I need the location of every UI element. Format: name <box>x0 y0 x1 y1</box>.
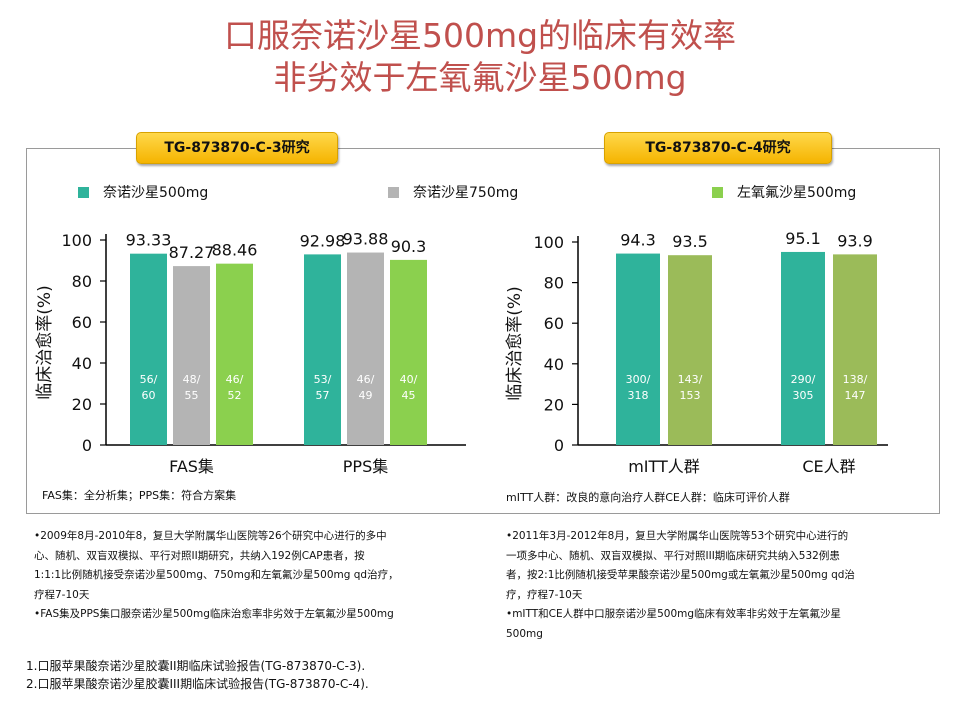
description-line: •2009年8月-2010年8，复旦大学附属华山医院等26个研究中心进行的多中 <box>34 530 387 542</box>
description-line: •FAS集及PPS集口服奈诺沙星500mg临床治愈率非劣效于左氧氟沙星500mg <box>34 608 394 620</box>
slide-title-line2: 非劣效于左氧氟沙星500mg <box>273 58 687 97</box>
description-line: •2011年3月-2012年8月，复旦大学附属华山医院等53个研究中心进行的 <box>506 530 849 542</box>
legend-item-nemonoxacin-750: 奈诺沙星750mg <box>388 182 518 202</box>
bar-count-denominator: 318 <box>628 389 649 402</box>
y-axis-label: 临床治愈率(%) <box>35 285 55 399</box>
description-line: 心、随机、双盲双模拟、平行对照II期研究，共纳入192例CAP患者，按 <box>34 549 365 562</box>
legend-swatch <box>78 186 89 198</box>
description-line: 疗，疗程7-10天 <box>506 588 583 601</box>
bar-value-label: 93.88 <box>343 230 389 249</box>
x-category-label: PPS集 <box>343 457 388 476</box>
y-tick-label: 60 <box>72 313 92 332</box>
bar-count-numerator: 48/ <box>183 373 201 386</box>
y-tick-label: 20 <box>544 395 564 414</box>
legend-label: 左氧氟沙星500mg <box>737 185 857 201</box>
bar-value-label: 93.33 <box>126 231 172 250</box>
bar <box>781 251 825 445</box>
description-line: 1:1:1比例随机接受奈诺沙星500mg、750mg和左氧氟沙星500mg qd… <box>34 569 399 581</box>
study-description-left: •2009年8月-2010年8，复旦大学附属华山医院等26个研究中心进行的多中 … <box>34 527 399 625</box>
legend-swatch <box>388 186 399 198</box>
y-tick-label: 100 <box>61 231 92 250</box>
bar-count-numerator: 56/ <box>140 373 158 386</box>
bar <box>130 253 167 445</box>
bar-value-label: 92.98 <box>300 231 346 250</box>
y-tick-label: 20 <box>72 395 92 414</box>
study-tag-right: TG-873870-C-4研究 <box>604 132 832 164</box>
description-line: 者，按2:1比例随机接受苹果酸奈诺沙星500mg或左氧氟沙星500mg qd治 <box>506 569 855 581</box>
abbrev-note-right: mITT人群：改良的意向治疗人群CE人群：临床可评价人群 <box>506 491 790 504</box>
y-tick-label: 80 <box>72 272 92 291</box>
legend-label: 奈诺沙星750mg <box>413 185 519 201</box>
bar-count-denominator: 49 <box>359 389 373 402</box>
x-category-label: CE人群 <box>802 457 855 476</box>
bar-count-denominator: 55 <box>185 389 199 402</box>
bar-value-label: 87.27 <box>169 243 215 262</box>
bar <box>173 266 210 445</box>
bar-count-denominator: 57 <box>316 389 330 402</box>
description-line: 500mg <box>506 627 543 640</box>
bar-count-denominator: 305 <box>793 389 814 402</box>
description-line: 疗程7-10天 <box>34 588 90 601</box>
bar <box>216 263 253 445</box>
bar-count-numerator: 290/ <box>791 373 816 386</box>
reference-item: 2.口服苹果酸奈诺沙星胶囊III期临床试验报告(TG-873870-C-4). <box>26 677 369 691</box>
references: 1.口服苹果酸奈诺沙星胶囊II期临床试验报告(TG-873870-C-3). 2… <box>26 657 369 693</box>
bar-value-label: 95.1 <box>785 229 821 248</box>
bar-value-label: 90.3 <box>391 237 427 256</box>
bar <box>616 253 660 445</box>
bar-count-numerator: 53/ <box>314 373 332 386</box>
bar <box>304 254 341 445</box>
description-line: •mITT和CE人群中口服奈诺沙星500mg临床有效率非劣效于左氧氟沙星 <box>506 608 842 620</box>
bar-count-numerator: 138/ <box>843 373 868 386</box>
legend-item-nemonoxacin-500: 奈诺沙星500mg <box>78 182 208 202</box>
bar-count-numerator: 143/ <box>678 373 703 386</box>
y-axis-label: 临床治愈率(%) <box>505 286 525 400</box>
description-line: 一项多中心、随机、双盲双模拟、平行对照III期临床研究共纳入532例患 <box>506 549 840 562</box>
x-category-label: mITT人群 <box>628 457 700 476</box>
bar-count-numerator: 46/ <box>226 373 244 386</box>
legend-item-levofloxacin-500: 左氧氟沙星500mg <box>712 182 856 202</box>
legend-label: 奈诺沙星500mg <box>103 185 209 201</box>
study-description-right: •2011年3月-2012年8月，复旦大学附属华山医院等53个研究中心进行的 一… <box>506 527 855 644</box>
legend-swatch <box>712 186 723 198</box>
y-tick-label: 40 <box>544 355 564 374</box>
bar <box>390 259 427 445</box>
y-tick-label: 100 <box>533 233 564 252</box>
bar-count-denominator: 52 <box>228 389 242 402</box>
abbrev-note-left: FAS集：全分析集；PPS集：符合方案集 <box>42 489 237 502</box>
bar-value-label: 88.46 <box>212 241 258 260</box>
bar <box>347 252 384 445</box>
bar-count-denominator: 45 <box>402 389 416 402</box>
study-tag-left: TG-873870-C-3研究 <box>136 132 338 164</box>
x-category-label: FAS集 <box>169 457 214 476</box>
bar-count-numerator: 40/ <box>400 373 418 386</box>
slide-title-line1: 口服奈诺沙星500mg的临床有效率 <box>223 16 737 55</box>
bar-count-numerator: 300/ <box>626 373 651 386</box>
y-tick-label: 60 <box>544 314 564 333</box>
bar <box>833 254 877 445</box>
y-tick-label: 0 <box>82 436 92 455</box>
y-tick-label: 0 <box>554 436 564 455</box>
bar-value-label: 93.9 <box>837 231 873 250</box>
bar-count-denominator: 153 <box>680 389 701 402</box>
bar-value-label: 94.3 <box>620 231 656 250</box>
y-tick-label: 40 <box>72 354 92 373</box>
reference-item: 1.口服苹果酸奈诺沙星胶囊II期临床试验报告(TG-873870-C-3). <box>26 659 366 673</box>
bar-count-denominator: 60 <box>142 389 156 402</box>
bar-count-denominator: 147 <box>845 389 866 402</box>
bar-value-label: 93.5 <box>672 232 708 251</box>
y-tick-label: 80 <box>544 274 564 293</box>
bar-count-numerator: 46/ <box>357 373 375 386</box>
bar <box>668 255 712 445</box>
